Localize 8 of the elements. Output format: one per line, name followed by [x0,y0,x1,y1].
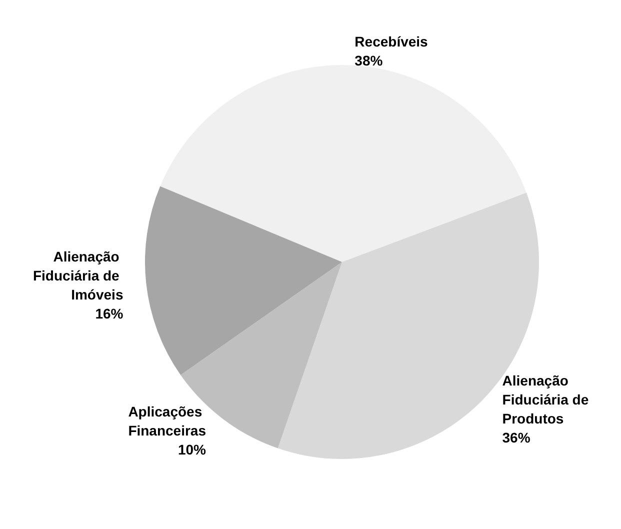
slice-label: Alienação Fiduciária de Produtos [502,372,593,427]
data-label: 10% [178,442,207,458]
slice-label: Alienação Fiduciária de Imóveis [32,248,124,302]
data-label: 16% [95,305,124,322]
slice-label: Aplicações Financeiras [128,404,206,439]
slice-label: Recebíveis [354,34,428,50]
data-label: 36% [502,430,531,446]
data-label: 38% [354,52,384,69]
